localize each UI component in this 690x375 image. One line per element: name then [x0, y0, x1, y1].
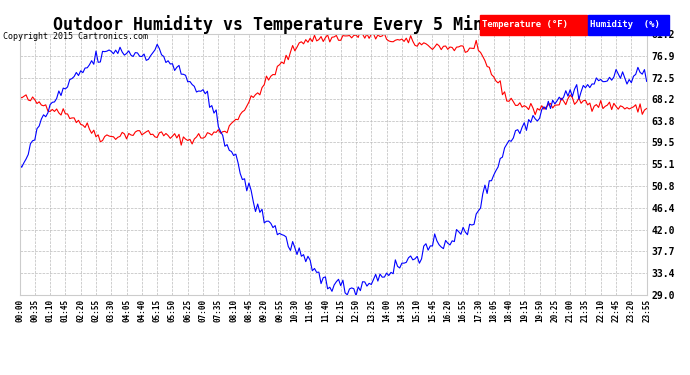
Title: Outdoor Humidity vs Temperature Every 5 Minutes 20150804: Outdoor Humidity vs Temperature Every 5 …	[53, 15, 613, 34]
Text: Humidity  (%): Humidity (%)	[590, 20, 660, 29]
Text: Temperature (°F): Temperature (°F)	[482, 20, 568, 29]
Text: Copyright 2015 Cartronics.com: Copyright 2015 Cartronics.com	[3, 32, 148, 41]
